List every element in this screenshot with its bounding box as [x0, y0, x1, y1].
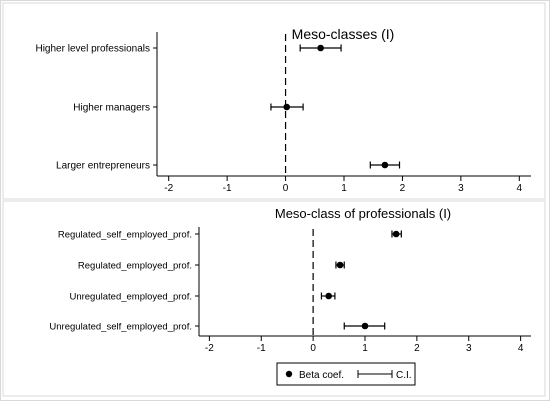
coef-point — [325, 292, 332, 300]
y-tick-label: Regulated_self_employed_prof. — [58, 230, 192, 241]
y-tick-label: Higher level professionals — [35, 44, 150, 55]
panel-meso-classes: Meso-classes (I) -2 -1 0 1 2 3 4 Higher level p… — [2, 2, 546, 200]
x-tick-label: -2 — [164, 183, 173, 194]
x-tick-label: 0 — [283, 183, 289, 194]
coef-point — [283, 103, 291, 111]
x-tick-label: -1 — [257, 343, 266, 354]
x-tick-label: 0 — [310, 343, 316, 354]
legend-point-label: Beta coef. — [299, 370, 344, 381]
x-tick-label: 4 — [517, 183, 523, 194]
coef-point — [392, 230, 400, 238]
y-tick-label: Higher managers — [73, 103, 150, 114]
y-tick-label: Unregulated_employed_prof. — [69, 292, 192, 303]
x-tick-label: 1 — [341, 183, 347, 194]
plot-area: -2 -1 0 1 2 3 4 Higher level professionals Highe… — [35, 32, 531, 194]
x-tick-label: 3 — [466, 343, 472, 354]
x-tick-label: -1 — [223, 183, 232, 194]
plot-area: -2 -1 0 1 2 3 4 Regulated_self_employed_prof. Re… — [49, 227, 531, 354]
legend: Beta coef. C.I. — [276, 362, 416, 386]
legend-box — [276, 362, 416, 386]
x-tick-label: 3 — [458, 183, 464, 194]
x-tick-label: 4 — [518, 343, 524, 354]
legend-ci-label: C.I. — [396, 370, 412, 381]
coef-point — [381, 161, 389, 169]
y-tick-label: Unregulated_self_employed_prof. — [49, 322, 192, 333]
y-tick-label: Larger entrepreneurs — [56, 161, 150, 172]
x-tick-label: -2 — [205, 343, 214, 354]
panel-frame — [2, 200, 546, 397]
coef-point — [361, 322, 369, 330]
panel-meso-class-professionals: Meso-class of professionals (I) -2 -1 0 1 2 3… — [2, 200, 546, 397]
panel-title: Meso-class of professionals (I) — [275, 206, 451, 221]
panel-title: Meso-classes (I) — [292, 26, 395, 42]
x-tick-label: 2 — [400, 183, 406, 194]
coef-point — [317, 44, 324, 52]
coef-point — [336, 261, 344, 269]
x-tick-label: 2 — [414, 343, 420, 354]
x-tick-label: 1 — [362, 343, 368, 354]
y-tick-label: Regulated_employed_prof. — [78, 261, 192, 272]
legend-point-marker — [285, 370, 293, 378]
panel-frame — [2, 2, 546, 200]
